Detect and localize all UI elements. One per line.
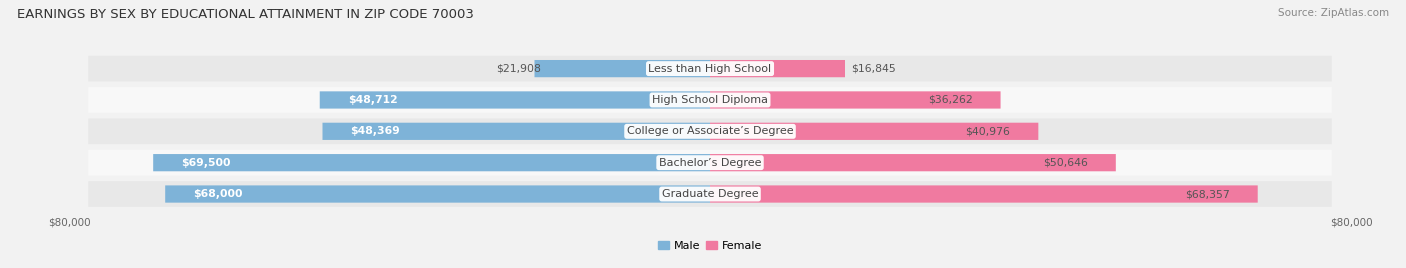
- Text: $68,000: $68,000: [193, 189, 243, 199]
- Text: $36,262: $36,262: [928, 95, 973, 105]
- Text: $68,357: $68,357: [1185, 189, 1230, 199]
- Text: $50,646: $50,646: [1043, 158, 1088, 168]
- Text: Bachelor’s Degree: Bachelor’s Degree: [659, 158, 761, 168]
- FancyBboxPatch shape: [153, 154, 710, 171]
- FancyBboxPatch shape: [89, 56, 1331, 81]
- Text: College or Associate’s Degree: College or Associate’s Degree: [627, 126, 793, 136]
- Legend: Male, Female: Male, Female: [654, 236, 766, 255]
- FancyBboxPatch shape: [710, 123, 1039, 140]
- FancyBboxPatch shape: [89, 87, 1331, 113]
- Text: $48,712: $48,712: [347, 95, 398, 105]
- FancyBboxPatch shape: [322, 123, 710, 140]
- FancyBboxPatch shape: [710, 91, 1001, 109]
- FancyBboxPatch shape: [534, 60, 710, 77]
- FancyBboxPatch shape: [89, 118, 1331, 144]
- FancyBboxPatch shape: [89, 181, 1331, 207]
- FancyBboxPatch shape: [89, 150, 1331, 176]
- Text: $21,908: $21,908: [496, 64, 541, 74]
- FancyBboxPatch shape: [710, 185, 1258, 203]
- FancyBboxPatch shape: [710, 60, 845, 77]
- Text: Source: ZipAtlas.com: Source: ZipAtlas.com: [1278, 8, 1389, 18]
- Text: $40,976: $40,976: [966, 126, 1011, 136]
- Text: $48,369: $48,369: [350, 126, 401, 136]
- Text: High School Diploma: High School Diploma: [652, 95, 768, 105]
- FancyBboxPatch shape: [710, 154, 1116, 171]
- FancyBboxPatch shape: [166, 185, 710, 203]
- Text: EARNINGS BY SEX BY EDUCATIONAL ATTAINMENT IN ZIP CODE 70003: EARNINGS BY SEX BY EDUCATIONAL ATTAINMEN…: [17, 8, 474, 21]
- Text: $69,500: $69,500: [181, 158, 231, 168]
- FancyBboxPatch shape: [319, 91, 710, 109]
- Text: $16,845: $16,845: [852, 64, 896, 74]
- Text: Graduate Degree: Graduate Degree: [662, 189, 758, 199]
- Text: Less than High School: Less than High School: [648, 64, 772, 74]
